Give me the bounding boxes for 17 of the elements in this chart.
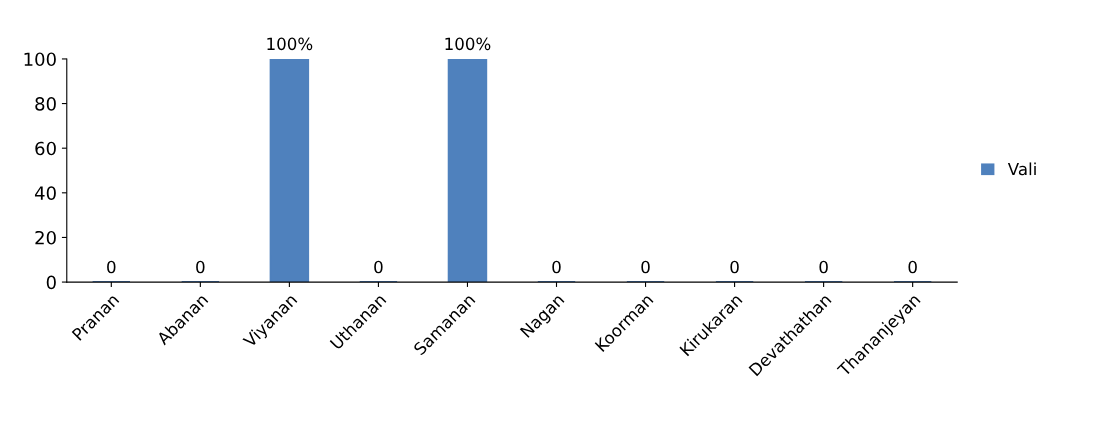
data-label: 0 [908, 260, 917, 274]
data-label: 0 [819, 260, 828, 274]
data-label: 0 [552, 260, 561, 274]
data-label: 0 [196, 260, 205, 274]
y-tick-label: 40 [34, 186, 56, 200]
data-label: 0 [730, 260, 739, 274]
y-tick-label: 100 [24, 52, 56, 67]
y-tick-label: 0 [46, 275, 56, 290]
y-tick-label: 20 [35, 230, 56, 245]
data-label: 100% [445, 37, 491, 51]
y-tick-label: 80 [35, 97, 56, 111]
data-label: 0 [641, 260, 650, 274]
y-tick-label: 60 [35, 141, 56, 156]
legend-label: Vali [1007, 162, 1036, 176]
data-label: 0 [374, 260, 383, 274]
data-label: 0 [107, 260, 116, 274]
data-label: 100% [267, 37, 313, 51]
